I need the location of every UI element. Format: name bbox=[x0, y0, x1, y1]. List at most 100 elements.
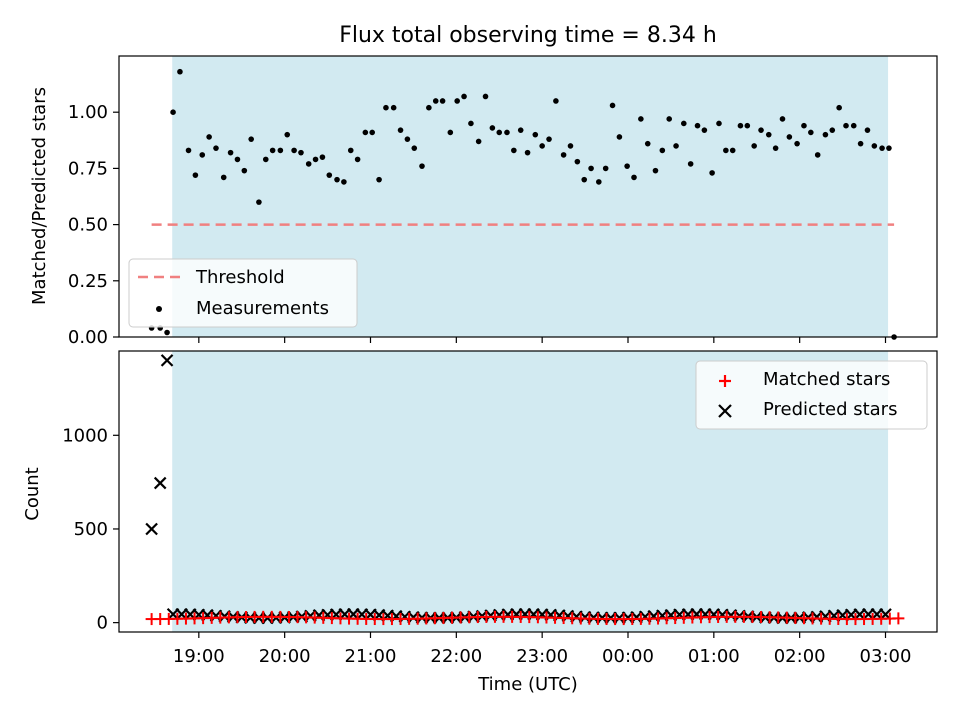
measurement-point bbox=[256, 199, 262, 205]
measurement-point bbox=[234, 156, 241, 163]
measurement-point bbox=[602, 165, 609, 172]
measurement-point bbox=[553, 98, 559, 104]
measurement-point bbox=[814, 152, 821, 158]
measurement-point bbox=[298, 149, 304, 156]
measurement-point bbox=[248, 136, 254, 142]
count-y-tick-label: 0 bbox=[97, 613, 108, 634]
measurement-point bbox=[879, 145, 885, 151]
measurement-point bbox=[765, 131, 772, 138]
measurement-point bbox=[680, 120, 687, 127]
measurement-point bbox=[199, 152, 206, 158]
measurement-point bbox=[496, 129, 503, 136]
measurement-point bbox=[886, 145, 892, 151]
measurement-point bbox=[475, 138, 482, 145]
measurement-point bbox=[836, 104, 842, 111]
measurement-point bbox=[383, 104, 389, 111]
measurement-point bbox=[843, 122, 849, 129]
chart-title: Flux total observing time = 8.34 h bbox=[339, 23, 717, 48]
measurement-point bbox=[560, 152, 567, 158]
predicted-star-mark bbox=[153, 476, 167, 490]
measurement-point bbox=[808, 129, 814, 136]
x-tick-label: 01:00 bbox=[688, 646, 740, 667]
matched-star-mark bbox=[892, 612, 905, 625]
measurement-point bbox=[546, 136, 552, 142]
measurement-point bbox=[652, 167, 659, 174]
measurement-point bbox=[786, 134, 793, 140]
legend-predicted-label: Predicted stars bbox=[763, 399, 897, 420]
measurement-point bbox=[659, 147, 666, 154]
measurement-point bbox=[170, 109, 176, 115]
predicted-star-mark bbox=[145, 522, 158, 536]
x-tick-label: 20:00 bbox=[259, 646, 311, 667]
measurement-point bbox=[206, 134, 212, 140]
measurement-point bbox=[864, 127, 871, 133]
count-y-tick-label: 1000 bbox=[62, 425, 108, 446]
measurement-point bbox=[539, 143, 545, 149]
measurement-point bbox=[822, 131, 829, 138]
measurement-point bbox=[220, 174, 227, 181]
legend-matched-swatch bbox=[719, 375, 731, 387]
measurement-point bbox=[524, 149, 531, 156]
measurement-point bbox=[511, 147, 517, 154]
measurement-point bbox=[461, 93, 467, 100]
legend-matched-label: Matched stars bbox=[763, 369, 890, 390]
legend-predicted-swatch bbox=[718, 404, 732, 418]
measurement-point bbox=[447, 129, 454, 136]
measurement-point bbox=[341, 179, 347, 185]
ratio-y-tick-label: 0.75 bbox=[68, 158, 108, 179]
measurement-point bbox=[397, 127, 404, 133]
measurement-point bbox=[644, 140, 651, 147]
measurement-point bbox=[432, 98, 439, 104]
measurement-point bbox=[801, 122, 807, 129]
x-tick-label: 00:00 bbox=[602, 646, 654, 667]
measurement-point bbox=[291, 147, 297, 154]
ratio-y-axis-label: Matched/Predicted stars bbox=[29, 87, 50, 305]
measurement-point bbox=[404, 136, 411, 142]
measurement-point bbox=[334, 176, 340, 183]
measurement-point bbox=[439, 98, 446, 104]
ratio-panel: 0.00 0.25 0.50 0.75 1.00 Matched/Predicted s… bbox=[29, 55, 938, 348]
measurement-point bbox=[362, 129, 369, 136]
count-panel: 0 500 1000 19:00 20:00 21:00 22:00 23:00 00:00 0… bbox=[22, 350, 938, 695]
measurement-point bbox=[305, 161, 312, 167]
measurement-point bbox=[588, 165, 594, 172]
measurement-point bbox=[596, 179, 602, 185]
measurement-point bbox=[213, 145, 219, 151]
measurement-point bbox=[829, 127, 836, 133]
measurement-point bbox=[482, 93, 489, 100]
measurement-point bbox=[262, 156, 269, 163]
measurement-point bbox=[744, 122, 751, 129]
measurement-point bbox=[468, 120, 474, 127]
measurement-point bbox=[489, 125, 496, 131]
legend-measurements-swatch bbox=[156, 306, 162, 312]
measurement-point bbox=[624, 163, 630, 169]
measurement-point bbox=[354, 156, 361, 163]
measurement-point bbox=[390, 104, 397, 111]
measurement-point bbox=[192, 172, 199, 178]
measurement-point bbox=[426, 104, 432, 111]
measurement-point bbox=[673, 143, 679, 149]
measurement-point bbox=[269, 147, 276, 154]
ratio-y-tick-label: 0.00 bbox=[68, 327, 108, 348]
measurement-point bbox=[779, 116, 786, 122]
ratio-y-tick-label: 0.25 bbox=[68, 271, 108, 292]
x-axis-label: Time (UTC) bbox=[477, 674, 578, 695]
count-legend: Matched stars Predicted stars bbox=[695, 360, 928, 430]
count-y-axis-label: Count bbox=[22, 467, 43, 520]
measurement-point bbox=[850, 122, 857, 129]
measurement-point bbox=[567, 143, 574, 149]
measurement-point bbox=[666, 116, 672, 122]
measurement-point bbox=[454, 98, 460, 104]
measurement-point bbox=[369, 129, 376, 136]
measurement-point bbox=[277, 147, 284, 154]
measurement-point bbox=[694, 122, 701, 129]
measurement-point bbox=[716, 120, 722, 127]
measurement-point bbox=[284, 131, 291, 138]
legend-measurements-label: Measurements bbox=[196, 298, 329, 319]
measurement-point bbox=[758, 127, 764, 133]
measurement-point bbox=[638, 116, 644, 122]
measurement-point bbox=[376, 176, 382, 183]
measurement-point bbox=[326, 172, 333, 178]
count-panel-frame bbox=[118, 350, 938, 633]
